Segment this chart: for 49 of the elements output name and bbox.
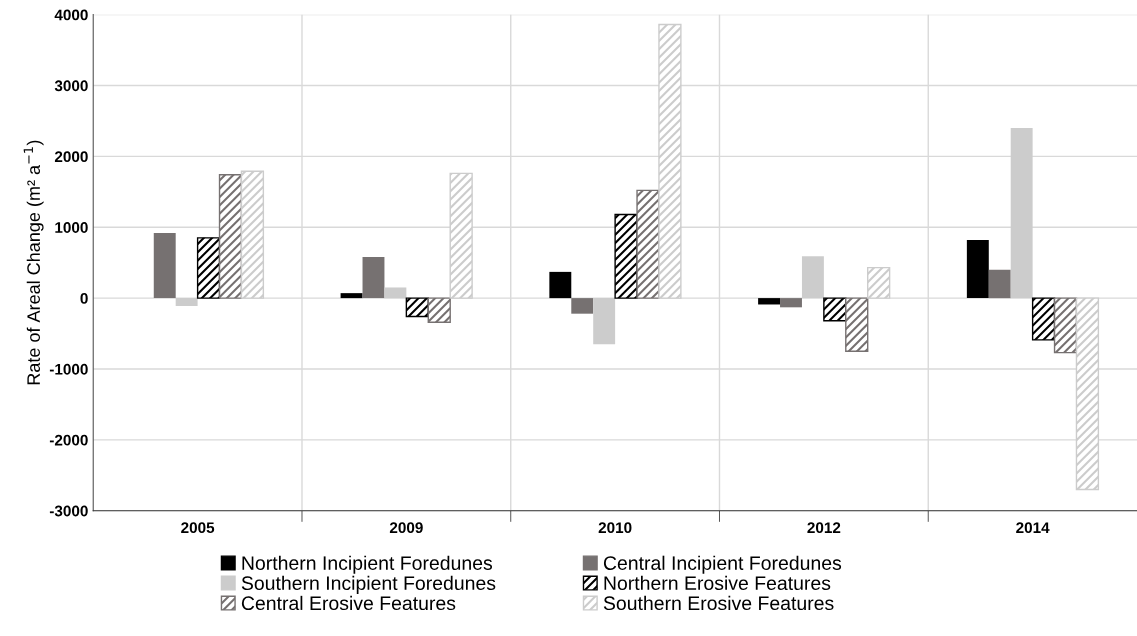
x-tick-label: 2012 (807, 522, 841, 534)
bar (196, 237, 221, 299)
y-tick-label: 3000 (54, 80, 88, 92)
bar (801, 256, 824, 299)
legend-label: Central Incipient Foredunes (603, 555, 842, 574)
y-tick-label: 4000 (54, 9, 88, 21)
bar (449, 172, 473, 299)
legend-label: Central Erosive Features (241, 595, 456, 611)
bar (240, 170, 265, 299)
bar (658, 23, 682, 299)
bar (384, 287, 407, 299)
legend-label: Northern Erosive Features (604, 575, 831, 591)
y-tick-label: -2000 (49, 434, 88, 446)
x-tick-label: 2005 (181, 522, 215, 534)
bar (845, 297, 869, 352)
bar (175, 298, 198, 306)
bar (988, 269, 1011, 299)
bar (362, 257, 385, 299)
bar (427, 297, 451, 323)
bar (867, 266, 891, 299)
bar (549, 271, 572, 299)
x-tick-label: 2010 (598, 522, 632, 534)
bar (153, 232, 176, 299)
bar (1031, 297, 1056, 341)
y-tick-label: 1000 (55, 222, 88, 233)
bar (1053, 297, 1078, 354)
y-tick-label: -3000 (49, 505, 88, 517)
bar (218, 174, 243, 299)
legend-label: Southern Incipient Foredunes (241, 575, 496, 594)
bar (780, 298, 802, 308)
x-tick-label: 2014 (1016, 522, 1050, 534)
bar (823, 297, 847, 322)
y-tick-label: 2000 (54, 151, 88, 163)
bar (636, 189, 660, 299)
bar (1010, 128, 1033, 299)
bar (571, 298, 594, 314)
y-tick-label: -1000 (49, 363, 88, 375)
bar (966, 239, 989, 299)
bar (593, 298, 616, 345)
legend-label: Northern Incipient Foredunes (242, 555, 493, 574)
bar (340, 293, 363, 299)
legend-label: Southern Erosive Features (603, 595, 834, 611)
y-tick-label: 0 (80, 292, 88, 304)
bar (405, 297, 429, 318)
x-tick-label: 2009 (389, 522, 423, 534)
y-axis-title: Rate of Areal Change (m² a$^{−1}$) (23, 140, 44, 385)
bar (614, 213, 638, 299)
bar (1075, 297, 1100, 491)
bar (758, 298, 781, 305)
